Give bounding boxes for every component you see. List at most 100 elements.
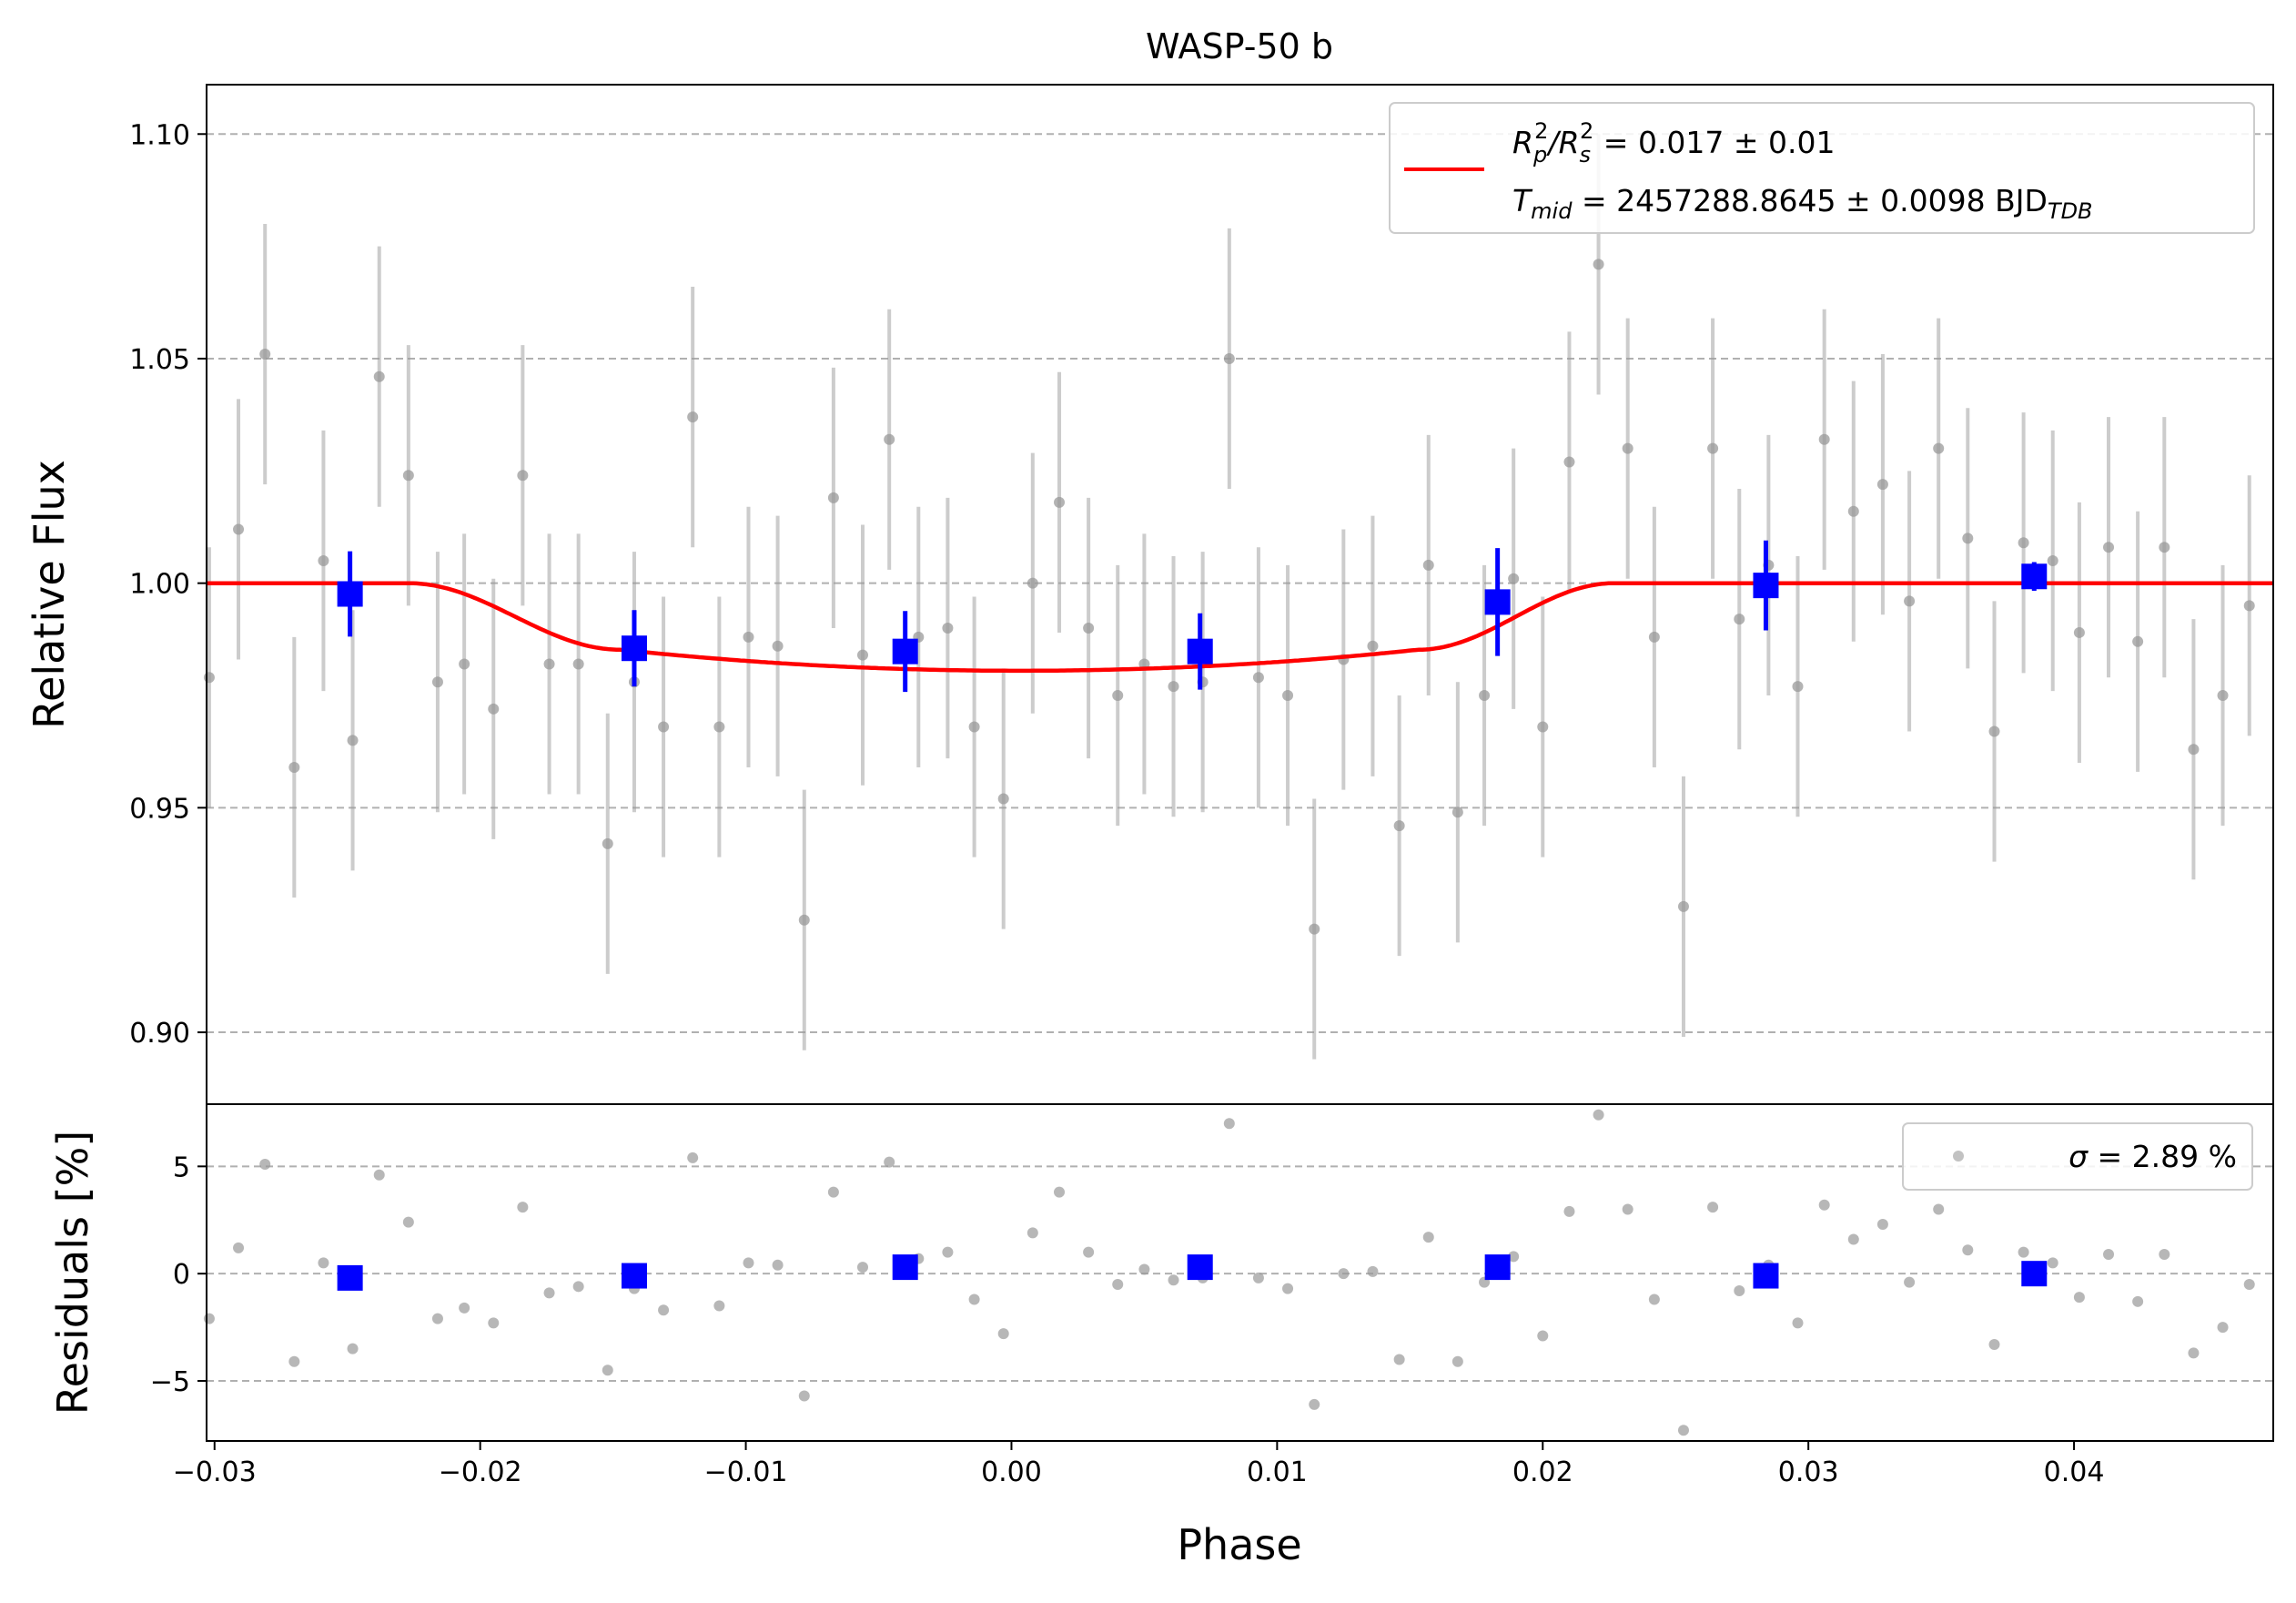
raw-residual-point: [1933, 1203, 1945, 1215]
raw-point: [1367, 640, 1379, 652]
raw-point: [2047, 554, 2058, 566]
binned-residual-point: [1187, 1254, 1213, 1281]
raw-residual-point: [2018, 1246, 2029, 1258]
raw-point: [856, 649, 868, 661]
chart-title: WASP-50 b: [1146, 26, 1333, 66]
raw-residual-point: [1988, 1338, 2000, 1350]
raw-point: [1876, 479, 1888, 491]
raw-point: [1508, 573, 1520, 584]
raw-residual-point: [713, 1300, 725, 1312]
raw-point: [1223, 352, 1235, 364]
raw-residual-point: [459, 1302, 470, 1314]
raw-point: [488, 703, 500, 715]
x-tick-label: −0.02: [439, 1456, 522, 1488]
raw-point: [1054, 496, 1066, 508]
binned-point: [892, 638, 918, 665]
raw-residual-point: [259, 1158, 271, 1170]
raw-residual-point: [602, 1365, 613, 1376]
top-panel-y-ticks: 0.90 0.95 1.00 1.05 1.10: [129, 119, 207, 1050]
raw-point: [259, 349, 271, 360]
raw-point: [687, 411, 699, 423]
raw-residual-point: [1282, 1283, 1294, 1294]
binned-residual-point: [337, 1264, 363, 1291]
raw-residual-point: [798, 1390, 810, 1402]
raw-point: [203, 672, 215, 684]
raw-point: [1451, 807, 1463, 818]
raw-residual-point: [2243, 1278, 2255, 1290]
raw-residual-point: [1962, 1244, 1974, 1256]
top-y-tick-label: 1.05: [129, 344, 190, 376]
binned-point: [1753, 573, 1779, 599]
raw-point: [1393, 820, 1405, 832]
raw-point: [1168, 681, 1179, 693]
x-tick-label: 0.01: [1247, 1456, 1308, 1488]
raw-point: [2159, 542, 2170, 553]
raw-residual-point: [1252, 1272, 1264, 1283]
raw-point: [1904, 595, 1916, 607]
raw-residual-point: [1508, 1251, 1520, 1263]
raw-residual-point: [2159, 1248, 2170, 1260]
raw-residual-point: [856, 1262, 868, 1273]
raw-point: [431, 676, 443, 688]
raw-point: [884, 433, 895, 445]
raw-residual-point: [968, 1294, 980, 1305]
raw-point: [2132, 635, 2144, 647]
raw-point: [1707, 442, 1719, 454]
raw-point: [1422, 559, 1434, 571]
raw-residual-point: [373, 1169, 385, 1181]
raw-point: [1252, 672, 1264, 684]
binned-point: [337, 581, 363, 607]
raw-point: [2217, 690, 2229, 702]
bottom-panel-frame: [206, 1103, 2274, 1442]
raw-point: [968, 721, 980, 733]
raw-point: [1479, 690, 1491, 702]
raw-residual-point: [1707, 1202, 1719, 1213]
raw-residual-point: [1367, 1265, 1379, 1277]
raw-residual-point: [884, 1156, 895, 1168]
top-panel-raw-points: [203, 134, 2255, 1060]
top-legend-box: [1389, 102, 2255, 234]
raw-residual-point: [997, 1328, 1009, 1340]
raw-point: [743, 631, 754, 643]
raw-point: [347, 735, 359, 746]
raw-residual-point: [1677, 1425, 1689, 1436]
raw-point: [1282, 690, 1294, 702]
y-axis-title-bottom: Residuals [%]: [48, 1131, 97, 1415]
raw-residual-point: [203, 1313, 215, 1324]
raw-residual-point: [517, 1202, 529, 1213]
transit-model-curve: [207, 581, 2273, 674]
raw-residual-point: [233, 1242, 245, 1253]
x-tick-label: 0.02: [1512, 1456, 1573, 1488]
raw-residual-point: [402, 1216, 414, 1228]
top-y-tick-label: 0.95: [129, 793, 190, 825]
raw-point: [1563, 456, 1575, 468]
raw-point: [572, 658, 584, 670]
raw-residual-point: [1792, 1317, 1804, 1329]
raw-residual-point: [1451, 1355, 1463, 1367]
raw-residual-point: [2103, 1248, 2115, 1260]
raw-point: [827, 492, 839, 503]
raw-point: [373, 370, 385, 382]
raw-residual-point: [2188, 1347, 2200, 1359]
raw-residual-point: [1648, 1294, 1660, 1305]
raw-point: [602, 837, 613, 849]
raw-residual-point: [572, 1281, 584, 1293]
raw-point: [942, 623, 954, 634]
raw-residual-point: [1622, 1203, 1633, 1215]
raw-residual-point: [772, 1259, 784, 1271]
top-legend: Rp2/Rs2 = 0.017 ± 0.01 Tmid = 2457288.86…: [1389, 102, 2255, 234]
bottom-panel-binned-residuals: [337, 1254, 2048, 1291]
binned-residual-point: [1484, 1254, 1511, 1281]
raw-point: [1648, 631, 1660, 643]
bottom-legend-box: [1902, 1122, 2253, 1191]
x-axis-title: Phase: [1177, 1520, 1301, 1569]
binned-residual-point: [1753, 1263, 1779, 1289]
raw-point: [1962, 533, 1974, 544]
raw-residual-point: [488, 1317, 500, 1329]
raw-point: [459, 658, 470, 670]
top-panel-model: [207, 581, 2273, 674]
raw-residual-point: [1537, 1330, 1549, 1342]
x-axis-ticks: −0.03 −0.02 −0.01 0.00 0.01 0.02 0.03 0.04: [173, 1441, 2104, 1488]
raw-point: [1933, 442, 1945, 454]
bottom-legend: σ = 2.89 %: [1902, 1122, 2253, 1191]
